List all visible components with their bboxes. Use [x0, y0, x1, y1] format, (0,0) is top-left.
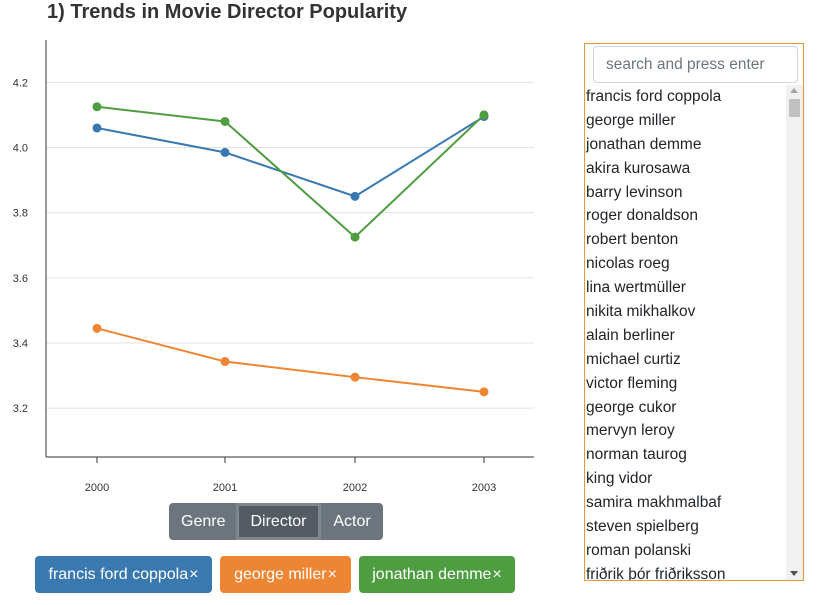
- director-list-item[interactable]: nicolas roeg: [586, 255, 670, 273]
- page-title: 1) Trends in Movie Director Popularity: [47, 1, 408, 23]
- director-list-item[interactable]: steven spielberg: [586, 518, 699, 536]
- y-tick-label: 4.2: [13, 77, 28, 89]
- x-tick-label: 2001: [213, 482, 237, 494]
- category-toggle-group: Genre Director Actor: [169, 503, 383, 540]
- series-line-1: [96, 327, 485, 393]
- director-sidebar: francis ford coppola george miller jonatha…: [584, 43, 804, 581]
- scrollbar[interactable]: [786, 85, 803, 580]
- director-list-item[interactable]: alain berliner: [586, 326, 675, 344]
- remove-tag-icon[interactable]: ×: [189, 566, 199, 583]
- tag-label: jonathan demme: [372, 566, 492, 583]
- x-tick-label: 2003: [472, 482, 496, 494]
- data-point: [350, 232, 360, 242]
- x-tick-label: 2002: [343, 482, 367, 494]
- series-line-2: [96, 105, 485, 239]
- director-list-item[interactable]: jonathan demme: [586, 135, 702, 153]
- data-point: [92, 123, 102, 133]
- selected-tag-jonathan-demme[interactable]: jonathan demme×: [359, 556, 515, 593]
- data-point: [220, 357, 230, 367]
- y-tick-label: 3.4: [13, 338, 28, 350]
- y-tick-label: 4.0: [13, 143, 28, 155]
- x-tick-label: 2000: [85, 482, 109, 494]
- actor-toggle-button[interactable]: Actor: [321, 503, 383, 540]
- director-list-item[interactable]: george cukor: [586, 398, 677, 416]
- data-point: [479, 110, 489, 120]
- data-point: [92, 102, 102, 112]
- data-point: [220, 116, 230, 126]
- data-point: [350, 372, 360, 382]
- director-list-item[interactable]: nikita mikhalkov: [586, 303, 696, 321]
- director-list-item[interactable]: victor fleming: [586, 374, 678, 392]
- scroll-up-icon[interactable]: [790, 88, 798, 93]
- data-point: [350, 191, 360, 201]
- data-point: [479, 387, 489, 397]
- director-toggle-button[interactable]: Director: [236, 503, 321, 540]
- remove-tag-icon[interactable]: ×: [492, 566, 502, 583]
- data-point: [220, 147, 230, 157]
- director-list-item[interactable]: mervyn leroy: [586, 422, 675, 440]
- scroll-down-icon[interactable]: [790, 571, 798, 576]
- director-list-item[interactable]: friðrik þór friðriksson: [586, 565, 726, 580]
- genre-toggle-button[interactable]: Genre: [169, 503, 236, 540]
- selected-tag-george-miller[interactable]: george miller×: [220, 556, 351, 593]
- director-list: francis ford coppola george miller jonatha…: [585, 85, 803, 580]
- y-tick-label: 3.6: [13, 273, 28, 285]
- search-input[interactable]: [593, 46, 798, 83]
- tag-label: francis ford coppola: [48, 566, 189, 583]
- director-list-item[interactable]: lina wertmüller: [586, 279, 686, 297]
- director-list-item[interactable]: roman polanski: [586, 541, 692, 559]
- director-list-item[interactable]: robert benton: [586, 231, 679, 249]
- director-list-item[interactable]: samira makhmalbaf: [586, 494, 722, 512]
- tag-label: george miller: [234, 566, 327, 583]
- line-chart: 3.2 3.4 3.6 3.8 4.0 4.2 2000 2001 2002 2003: [13, 40, 534, 494]
- remove-tag-icon[interactable]: ×: [327, 566, 337, 583]
- y-tick-label: 3.2: [13, 403, 28, 415]
- scroll-thumb[interactable]: [789, 99, 800, 117]
- selected-tag-francis-ford-coppola[interactable]: francis ford coppola×: [35, 556, 212, 593]
- director-list-item[interactable]: francis ford coppola: [586, 88, 722, 105]
- director-list-item[interactable]: george miller: [586, 111, 676, 129]
- director-list-item[interactable]: michael curtiz: [586, 350, 681, 368]
- director-list-item[interactable]: roger donaldson: [586, 207, 699, 225]
- director-list-item[interactable]: king vidor: [586, 470, 653, 488]
- series-line-0: [96, 115, 485, 198]
- director-list-item[interactable]: norman taurog: [586, 446, 687, 464]
- director-list-item[interactable]: akira kurosawa: [586, 159, 691, 177]
- director-list-item[interactable]: barry levinson: [586, 183, 683, 201]
- data-point: [92, 323, 102, 333]
- y-tick-label: 3.8: [13, 208, 28, 220]
